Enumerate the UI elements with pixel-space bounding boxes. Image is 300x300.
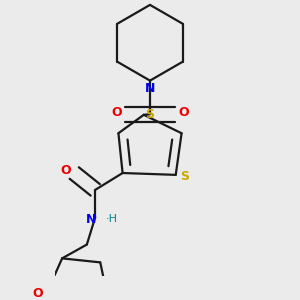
- Text: O: O: [61, 164, 71, 177]
- Text: N: N: [86, 213, 96, 226]
- Text: S: S: [180, 170, 189, 184]
- Text: N: N: [145, 82, 155, 95]
- Text: O: O: [111, 106, 122, 119]
- Text: O: O: [178, 106, 189, 119]
- Text: ·H: ·H: [106, 214, 118, 224]
- Text: S: S: [146, 108, 154, 121]
- Text: O: O: [33, 287, 44, 300]
